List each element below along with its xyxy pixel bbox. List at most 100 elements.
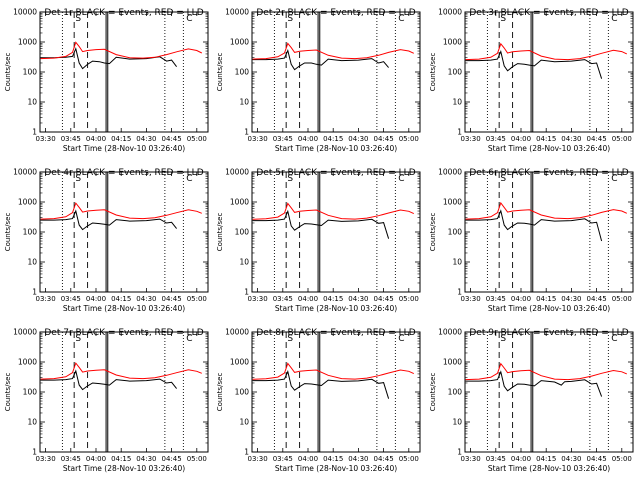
y-tick-label: 10 xyxy=(239,98,249,107)
chart-title: Det 7r BLACK = Events, RED = LLD xyxy=(44,328,203,338)
x-tick-label: 05:00 xyxy=(399,455,419,463)
x-tick-label: 05:00 xyxy=(612,455,632,463)
y-axis-label: Counts/sec xyxy=(429,373,437,412)
x-tick-label: 04:45 xyxy=(374,295,394,303)
plot-frame xyxy=(39,11,209,133)
chart-title: Det 4r BLACK = Events, RED = LLD xyxy=(44,168,203,178)
y-axis-label: Counts/sec xyxy=(4,213,12,252)
lld-series-line xyxy=(465,42,628,61)
y-tick-label: 1000 xyxy=(18,358,37,367)
y-axis-label: Counts/sec xyxy=(216,373,224,412)
x-tick-label: 05:00 xyxy=(612,295,632,303)
chart-panel: Det 9r BLACK = Events, RED = LLD Counts/s… xyxy=(429,328,634,473)
c-marker-label: C xyxy=(186,334,192,344)
y-tick-label: 100 xyxy=(448,228,463,237)
x-tick-label: 04:45 xyxy=(162,135,182,143)
y-tick-label: 1 xyxy=(32,128,37,137)
y-tick-label: 100 xyxy=(235,388,250,397)
x-axis-label: Start Time (28-Nov-10 03:26:40) xyxy=(275,304,397,313)
y-tick-label: 100 xyxy=(23,388,38,397)
x-tick-label: 04:45 xyxy=(162,455,182,463)
x-tick-label: 04:30 xyxy=(348,455,368,463)
y-tick-label: 10 xyxy=(239,258,249,267)
x-tick-label: 04:15 xyxy=(111,455,131,463)
saa-marker-label: S xyxy=(287,14,293,24)
events-series-line xyxy=(252,370,390,399)
y-tick-label: 1000 xyxy=(230,358,249,367)
x-tick-label: 03:45 xyxy=(486,295,506,303)
y-tick-label: 10000 xyxy=(225,168,249,177)
x-tick-label: 04:30 xyxy=(348,135,368,143)
y-tick-label: 10 xyxy=(27,258,37,267)
events-series-line xyxy=(252,209,390,239)
x-tick-label: 04:15 xyxy=(111,295,131,303)
plot-frame xyxy=(464,331,634,453)
chart-panel: Det 3r BLACK = Events, RED = LLD Counts/s… xyxy=(429,8,634,153)
x-tick-label: 04:45 xyxy=(587,455,607,463)
x-tick-label: 04:45 xyxy=(374,135,394,143)
y-tick-label: 10000 xyxy=(13,328,37,337)
x-axis-label: Start Time (28-Nov-10 03:26:40) xyxy=(63,464,185,473)
plot-frame xyxy=(251,171,421,293)
x-tick-label: 03:30 xyxy=(461,135,481,143)
x-tick-label: 05:00 xyxy=(187,295,207,303)
y-tick-label: 10000 xyxy=(13,168,37,177)
x-tick-label: 04:00 xyxy=(86,455,106,463)
events-series-line xyxy=(465,370,603,397)
chart-panel: Det 4r BLACK = Events, RED = LLD Counts/s… xyxy=(4,168,209,313)
x-tick-label: 03:45 xyxy=(61,455,81,463)
y-tick-label: 100 xyxy=(23,68,38,77)
y-tick-label: 100 xyxy=(448,388,463,397)
x-tick-label: 04:30 xyxy=(561,295,581,303)
chart-panel: Det 8r BLACK = Events, RED = LLD Counts/s… xyxy=(216,328,421,473)
x-tick-label: 05:00 xyxy=(187,135,207,143)
lld-series-line xyxy=(252,362,415,380)
y-tick-label: 10 xyxy=(452,418,462,427)
y-tick-label: 1 xyxy=(32,448,37,457)
c-marker-label: C xyxy=(186,174,192,184)
x-tick-label: 04:15 xyxy=(323,295,343,303)
y-tick-label: 1000 xyxy=(443,358,462,367)
c-marker-label: C xyxy=(611,334,617,344)
x-axis-label: Start Time (28-Nov-10 03:26:40) xyxy=(275,464,397,473)
y-tick-label: 100 xyxy=(448,68,463,77)
chart-title: Det 2r BLACK = Events, RED = LLD xyxy=(256,8,415,18)
y-tick-label: 1 xyxy=(244,288,249,297)
x-tick-label: 04:15 xyxy=(536,455,556,463)
y-axis-label: Counts/sec xyxy=(4,373,12,412)
y-axis-label: Counts/sec xyxy=(216,53,224,92)
saa-marker-label: S xyxy=(500,334,506,344)
x-tick-label: 03:30 xyxy=(248,135,268,143)
saa-marker-label: S xyxy=(75,334,81,344)
x-tick-label: 05:00 xyxy=(399,295,419,303)
x-tick-label: 04:00 xyxy=(86,135,106,143)
chart-panel: Det 1r BLACK = Events, RED = LLD Counts/s… xyxy=(4,8,209,153)
y-axis-label: Counts/sec xyxy=(216,213,224,252)
events-series-line xyxy=(252,48,389,71)
x-axis-label: Start Time (28-Nov-10 03:26:40) xyxy=(488,144,610,153)
c-marker-label: C xyxy=(186,14,192,24)
x-tick-label: 04:15 xyxy=(323,135,343,143)
c-marker-label: C xyxy=(398,334,404,344)
lld-series-line xyxy=(40,41,203,60)
x-tick-label: 04:15 xyxy=(111,135,131,143)
events-series-line xyxy=(465,209,603,242)
x-tick-label: 05:00 xyxy=(399,135,419,143)
chart-title: Det 3r BLACK = Events, RED = LLD xyxy=(469,8,628,18)
saa-marker-label: S xyxy=(287,174,293,184)
lld-series-line xyxy=(465,201,628,220)
y-tick-label: 10 xyxy=(27,418,37,427)
saa-marker-label: S xyxy=(75,14,81,24)
x-tick-label: 03:30 xyxy=(461,455,481,463)
x-tick-label: 04:45 xyxy=(374,455,394,463)
plot-frame xyxy=(251,331,421,453)
x-axis-label: Start Time (28-Nov-10 03:26:40) xyxy=(488,304,610,313)
x-tick-label: 03:30 xyxy=(36,455,56,463)
x-tick-label: 03:30 xyxy=(36,135,56,143)
y-tick-label: 10000 xyxy=(438,8,462,17)
x-axis-label: Start Time (28-Nov-10 03:26:40) xyxy=(488,464,610,473)
y-axis-label: Counts/sec xyxy=(429,213,437,252)
x-tick-label: 04:45 xyxy=(162,295,182,303)
events-series-line xyxy=(465,50,603,79)
